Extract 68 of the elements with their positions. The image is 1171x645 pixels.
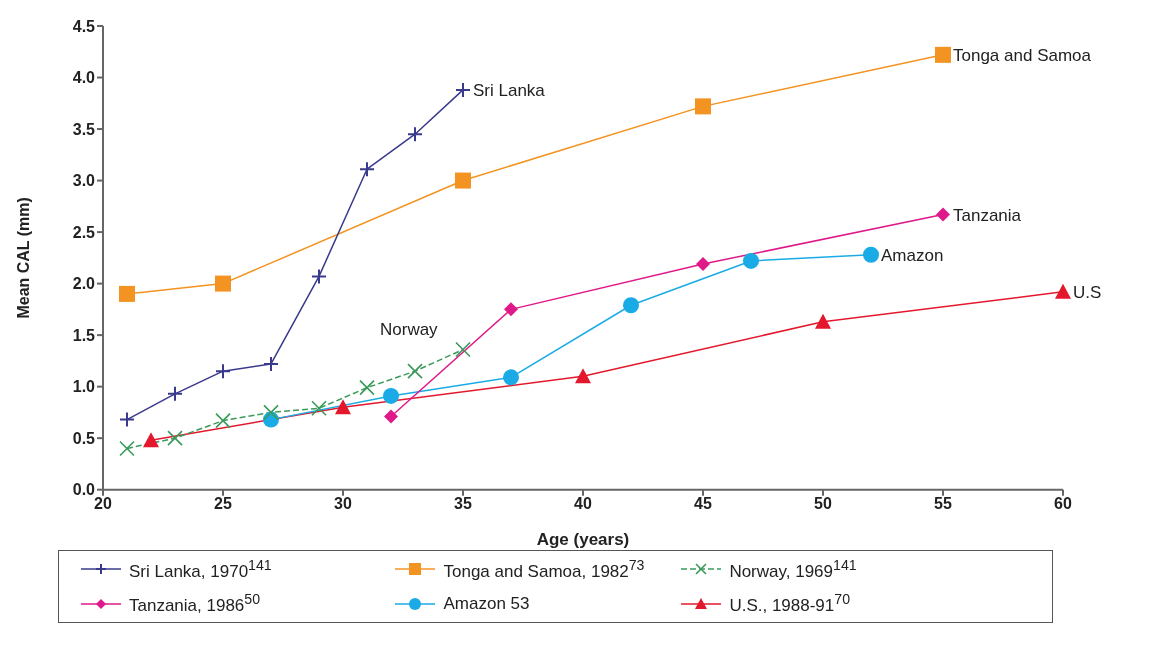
point [263,404,279,421]
x-tick-label: 40 [574,495,592,513]
x-tick-label: 25 [214,495,232,513]
x-tick-label: 35 [454,495,472,513]
point [215,363,231,380]
point [695,98,711,115]
x-tick-label: 30 [334,495,352,513]
x-tick-label: 60 [1054,495,1072,513]
point [863,246,879,263]
annotation: Tanzania [953,205,1022,225]
point [143,432,159,448]
point [623,297,639,314]
point [455,341,471,358]
point [359,161,375,178]
point [407,363,423,379]
x-tick-label: 55 [934,495,952,513]
point [119,285,135,302]
y-tick-label: 1.5 [72,326,96,344]
point [743,252,759,269]
y-tick-label: 0.0 [72,481,96,499]
point [504,302,518,317]
point [335,399,351,415]
point [311,268,327,285]
point [119,411,135,428]
x-axis-title: Age (years) [536,529,630,549]
x-tick-label: 20 [94,495,112,513]
annotation: Amazon [881,245,944,265]
point [935,46,951,63]
point [215,275,231,292]
legend-label: Norway, 1969$^{141}$ [729,556,857,582]
y-axis-title: Mean CAL (mm) [14,197,32,319]
y-tick-label: 3.5 [72,120,96,138]
y-tick-label: 4.0 [72,69,96,87]
point [167,385,183,402]
y-tick-label: 1.0 [72,378,96,396]
point [936,207,950,222]
legend-label: U.S., 1988-91$^{70}$ [729,591,851,616]
annotation: Norway [380,320,438,340]
point [167,430,183,446]
y-tick-label: 3.0 [72,172,96,190]
x-tick-label: 45 [694,495,712,513]
point [1055,283,1071,299]
y-tick-label: 2.0 [72,275,96,293]
point [455,81,471,98]
point [815,313,831,329]
y-tick-label: 0.5 [72,429,96,447]
x-tick-label: 50 [814,495,832,513]
annotation: Tonga and Samoa [953,45,1092,65]
y-tick-label: 2.5 [72,223,96,241]
annotation: Sri Lanka [473,80,546,100]
point [311,400,327,417]
annotation: U.S [1073,282,1102,302]
point [455,172,471,189]
legend-label: Amazon 53 [443,593,530,614]
point [263,355,279,372]
point [359,379,375,396]
point [575,368,591,384]
legend-label: Tonga and Samoa, 1982$^{73}$ [443,556,645,582]
legend-label: Tanzania, 1986$^{50}$ [129,591,261,616]
point [696,257,710,272]
point [119,440,135,457]
point [215,412,231,429]
point [407,126,423,143]
y-tick-label: 4.5 [72,17,96,35]
legend-label: Sri Lanka, 1970$^{141}$ [129,556,272,582]
point [383,387,399,404]
point [503,369,519,386]
point [384,409,398,424]
